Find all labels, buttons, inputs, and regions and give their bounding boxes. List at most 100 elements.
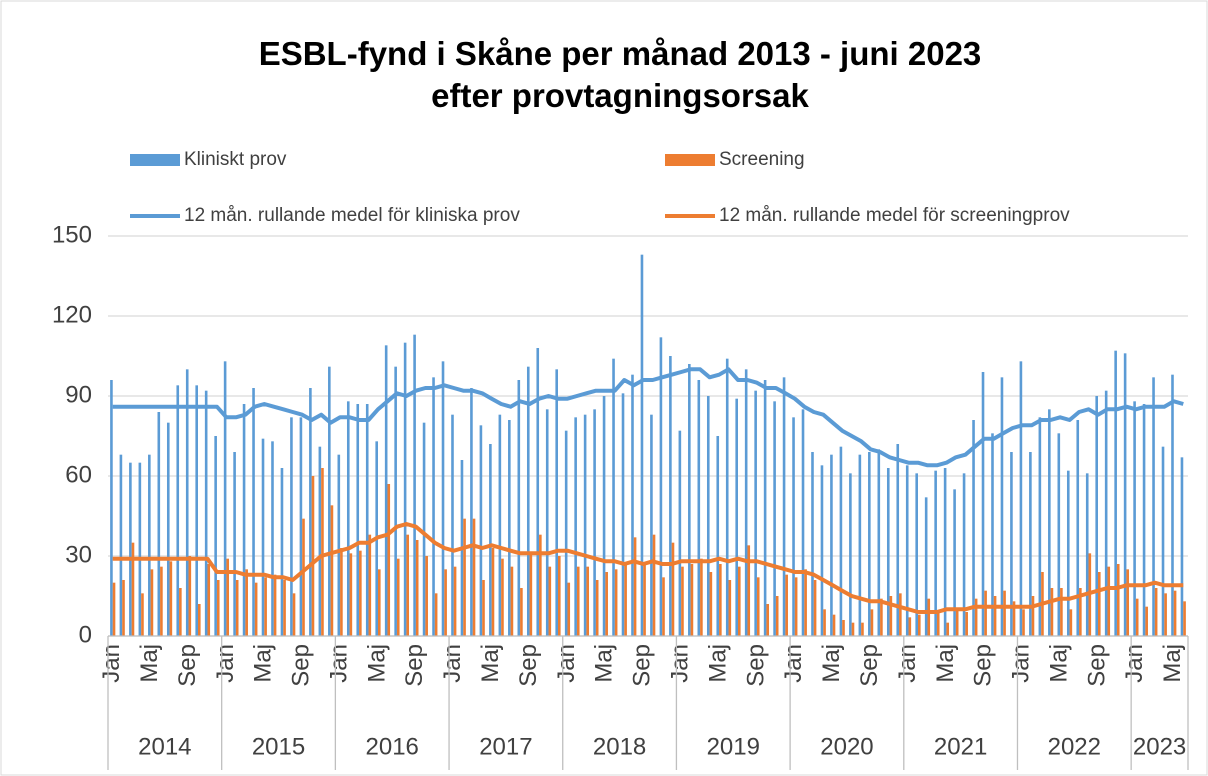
year-label: 2016 [366,733,419,760]
bar [962,473,966,636]
bar [204,390,208,636]
bar [1003,590,1006,636]
bar [700,558,703,636]
bar [593,409,596,636]
bar [955,609,959,636]
bar [886,468,890,636]
x-tick-label: Sep [288,644,315,687]
bar [1126,569,1130,636]
bar [195,385,198,636]
bar [652,534,656,636]
bar [378,569,381,636]
bar [520,588,523,636]
bar [157,412,161,636]
x-tick-label: Maj [704,644,731,683]
bar [709,572,713,636]
bar [586,566,590,636]
bar [927,598,931,636]
bar [384,345,388,636]
bar [432,377,435,636]
x-tick-label: Jan [1121,644,1148,683]
bar [1154,588,1158,636]
bar [1066,470,1070,636]
bar [242,404,246,636]
year-label: 2014 [138,733,191,760]
bar [849,473,852,636]
year-label: 2015 [252,733,305,760]
bar [131,542,135,636]
bar [842,620,845,636]
bar [633,537,637,636]
bar [539,534,542,636]
x-tick-label: Maj [363,644,390,683]
bar [738,566,741,636]
year-label: 2017 [479,733,532,760]
bar [1038,417,1042,636]
bar [1164,593,1167,636]
bar [915,473,918,636]
bar [138,462,142,636]
bar [735,398,738,636]
bar [169,561,173,636]
bar [299,417,303,636]
bar [792,417,795,636]
bar [1133,401,1136,636]
y-tick-label: 120 [52,301,92,328]
bar [924,497,928,636]
bar [725,358,729,636]
x-tick-label: Sep [515,644,542,687]
bar [943,468,947,636]
bar [899,593,902,636]
bar [394,366,397,636]
bar [148,454,151,636]
bar [1069,609,1073,636]
bar [697,380,701,636]
bar [166,422,170,636]
bar [434,593,438,636]
bar [498,414,502,636]
bar [643,564,646,636]
x-tick-label: Jan [1008,644,1035,683]
bar [823,609,826,636]
y-tick-label: 0 [79,621,92,648]
bar [548,566,552,636]
bar [261,438,265,636]
bar [1114,350,1117,636]
bar [747,545,751,636]
bar [207,564,211,636]
bar [141,593,144,636]
bar [877,449,881,636]
bar [252,388,255,636]
bar [908,617,912,636]
bar [472,518,476,636]
bar [273,574,277,636]
bar [801,409,805,636]
bar [517,380,521,636]
bar [365,404,369,636]
bar [716,436,720,636]
bar [868,452,871,636]
bar [235,580,239,636]
bar [813,580,817,636]
bar [406,534,410,636]
bar [463,518,466,636]
bar [271,441,274,636]
bar [337,454,341,636]
bar [804,569,807,636]
bar [112,582,116,636]
bar [122,580,125,636]
bar [119,454,123,636]
bar [510,566,514,636]
bar [965,612,968,636]
bar [302,518,305,636]
bar [820,465,824,636]
bar [678,430,682,636]
bar [188,556,192,636]
x-tick-label: Jan [98,644,125,683]
bar [470,388,473,636]
bar [1123,353,1127,636]
bar [444,569,447,636]
bar [160,566,163,636]
bar [309,388,312,636]
bar [1019,361,1023,636]
